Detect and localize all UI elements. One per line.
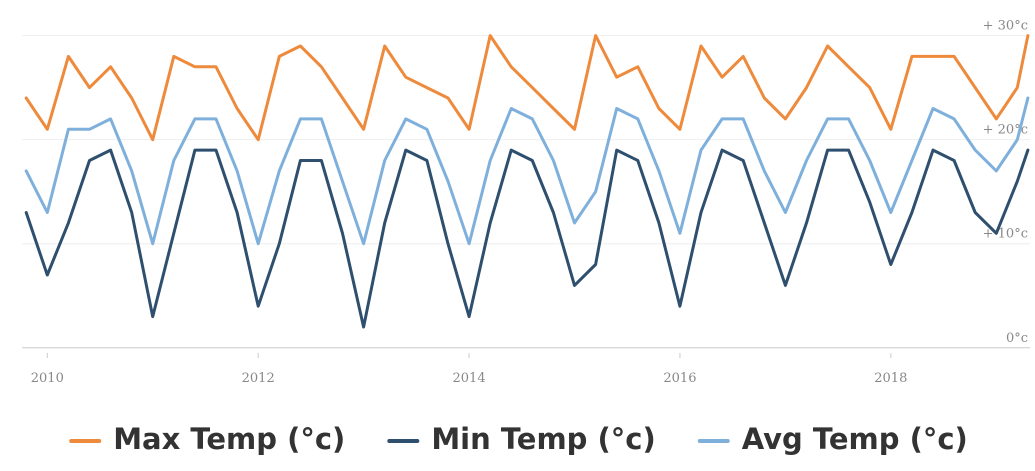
x-tick-label: 2010 [31,371,64,386]
x-tick-label: 2012 [242,371,275,386]
y-tick-label: 0°c [1006,331,1028,346]
legend-label: Max Temp (°c) [113,422,345,456]
series-line [24,148,1030,329]
y-tick-label: + 30°c [983,19,1028,34]
x-tick-label: 2016 [663,371,696,386]
legend-label: Min Temp (°c) [431,422,655,456]
x-tick-label: 2014 [453,371,486,386]
y-tick-label: + 10°c [983,227,1028,242]
y-tick-label: + 20°c [983,123,1028,138]
x-tick-label: 2018 [874,371,907,386]
series-line [24,96,1030,246]
series-line [24,34,1030,142]
legend-label: Avg Temp (°c) [742,422,968,456]
